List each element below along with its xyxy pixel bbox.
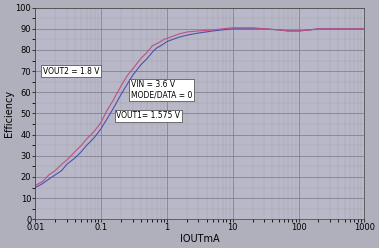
X-axis label: IOUTmA: IOUTmA xyxy=(180,234,220,244)
Text: VIN = 3.6 V
MODE/DATA = 0: VIN = 3.6 V MODE/DATA = 0 xyxy=(131,81,192,100)
Text: VOUT2 = 1.8 V: VOUT2 = 1.8 V xyxy=(43,67,99,76)
Y-axis label: Efficiency: Efficiency xyxy=(4,90,14,137)
Text: VOUT1= 1.575 V: VOUT1= 1.575 V xyxy=(116,111,180,120)
